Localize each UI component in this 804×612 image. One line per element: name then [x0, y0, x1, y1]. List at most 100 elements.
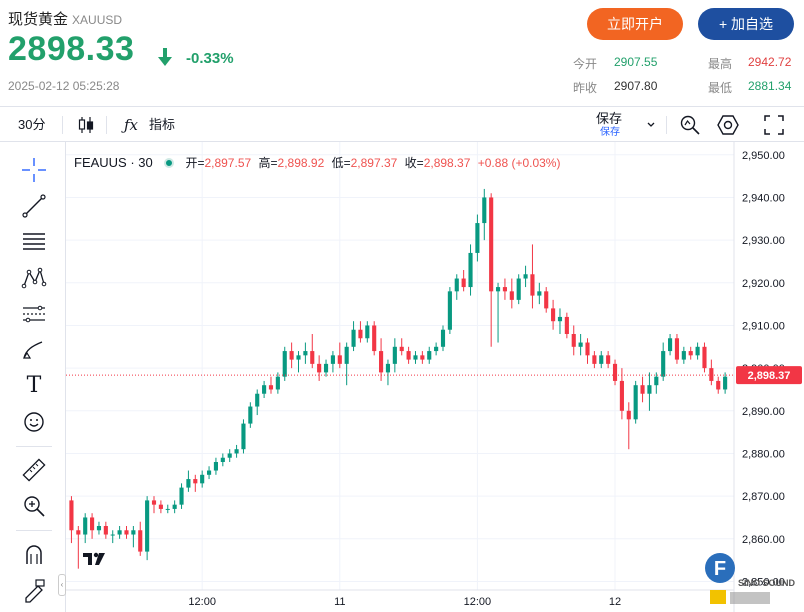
stat-open-value: 2907.55: [614, 55, 658, 69]
fib-retracement-icon[interactable]: [20, 228, 48, 256]
save-button[interactable]: 保存: [596, 111, 623, 126]
candle-body: [557, 316, 563, 322]
quick-search-icon[interactable]: [679, 114, 701, 136]
market-status-dot: [164, 158, 175, 168]
legend-high-label: 高=: [258, 156, 278, 170]
x-tick-label: 12:00: [464, 596, 492, 608]
sidebar-divider: [16, 530, 52, 531]
legend-open: 2,897.57: [204, 156, 252, 170]
candle-body: [647, 385, 652, 394]
candle-body: [317, 363, 322, 373]
fullscreen-icon[interactable]: [764, 115, 784, 135]
text-icon[interactable]: T: [26, 373, 42, 398]
candle-body: [351, 329, 356, 347]
candle-body: [619, 380, 624, 411]
legend-open-label: 开=: [185, 156, 205, 170]
candle-body: [606, 355, 611, 364]
svg-text:F: F: [714, 558, 726, 580]
y-tick-label: 2,910.00: [742, 320, 785, 332]
candle-body: [385, 363, 391, 373]
candle-body: [124, 530, 129, 535]
last-price: 2898.33: [8, 30, 135, 68]
candle-body: [117, 530, 122, 535]
candle-body: [661, 351, 666, 377]
candle-body: [241, 423, 246, 450]
candle-body: [674, 338, 680, 360]
trend-line-icon[interactable]: [20, 192, 48, 220]
watermark-logo: F SINO SOUND: [705, 553, 796, 604]
prediction-icon[interactable]: [20, 300, 48, 328]
candle-body: [578, 342, 583, 347]
candle-body: [330, 355, 335, 364]
candle-body: [200, 474, 205, 484]
candle-body: [275, 376, 280, 390]
candle-body: [406, 351, 411, 360]
magnet-icon[interactable]: [20, 540, 48, 568]
candle-body: [165, 508, 170, 510]
settings-gear-icon[interactable]: [717, 114, 739, 136]
function-icon[interactable]: ƒx: [124, 116, 139, 134]
chart-toolbar: 30分 ƒx 指标 保存 保存: [0, 106, 804, 142]
emoji-icon[interactable]: [20, 408, 48, 436]
legend-change: +0.88 (+0.03%): [477, 156, 561, 170]
indicators-button[interactable]: 指标: [149, 117, 176, 132]
stat-low-value: 2881.34: [748, 79, 792, 93]
candle-body: [702, 346, 707, 369]
open-account-button[interactable]: 立即开户: [587, 8, 683, 40]
y-tick-label: 2,870.00: [742, 491, 785, 503]
candle-body: [454, 278, 459, 292]
pattern-icon[interactable]: [20, 264, 48, 292]
candle-body: [337, 355, 342, 364]
candle-body: [695, 346, 700, 356]
price-change: -0.33%: [186, 50, 234, 67]
candle-body: [612, 363, 618, 381]
candle-body: [489, 197, 494, 292]
candle-body: [668, 338, 673, 352]
y-tick-label: 2,930.00: [742, 235, 785, 247]
y-tick-label: 2,850.00: [742, 576, 785, 588]
candle-body: [599, 355, 604, 364]
candle-body: [110, 534, 115, 536]
add-watchlist-button[interactable]: + 加自选: [698, 8, 794, 40]
candle-body: [633, 385, 638, 420]
candle-body: [227, 453, 232, 458]
legend-low-label: 低=: [331, 156, 351, 170]
candle-body: [76, 530, 81, 535]
candle-body: [640, 385, 645, 394]
candle-body: [186, 479, 191, 488]
y-tick-label: 2,890.00: [742, 406, 785, 418]
ruler-icon[interactable]: [20, 456, 48, 484]
candle-body: [206, 470, 212, 475]
candle-body: [131, 530, 136, 535]
stat-prev-close-label: 昨收: [573, 81, 598, 95]
candlestick-chart[interactable]: 2,850.00 2,860.00 2,870.00 2,880.00 2,890.00…: [66, 142, 804, 612]
legend-close: 2,898.37: [423, 156, 471, 170]
interval-selector[interactable]: 30分: [18, 117, 46, 132]
x-tick-label: 12:00: [188, 596, 216, 608]
candle-body: [551, 308, 556, 322]
candle-body: [475, 223, 480, 253]
candle-body: [502, 287, 507, 292]
candle-body: [516, 278, 521, 300]
legend-symbol: FEAUUS · 30: [74, 155, 153, 170]
legend-close-label: 收=: [404, 156, 424, 170]
lock-draw-icon[interactable]: [20, 576, 48, 604]
candle-body: [268, 385, 274, 390]
candle-body: [96, 526, 102, 531]
zoom-in-icon[interactable]: [20, 492, 48, 520]
chevron-down-icon[interactable]: [646, 120, 656, 130]
candle-body: [296, 355, 301, 360]
stat-prev-close-value: 2907.80: [614, 79, 658, 93]
candle-style-icon[interactable]: [76, 115, 96, 135]
candle-body: [688, 351, 693, 356]
brush-icon[interactable]: [20, 336, 48, 364]
candle-body: [172, 504, 177, 509]
collapse-sidebar-icon[interactable]: ‹: [58, 574, 66, 596]
stat-low-label: 最低: [708, 81, 733, 95]
instrument-code: XAUUSD: [72, 13, 123, 27]
candle-body: [440, 329, 446, 347]
crosshair-icon[interactable]: [20, 156, 48, 184]
candle-body: [681, 351, 686, 360]
candle-body: [151, 500, 157, 505]
stat-high-value: 2942.72: [748, 55, 792, 69]
